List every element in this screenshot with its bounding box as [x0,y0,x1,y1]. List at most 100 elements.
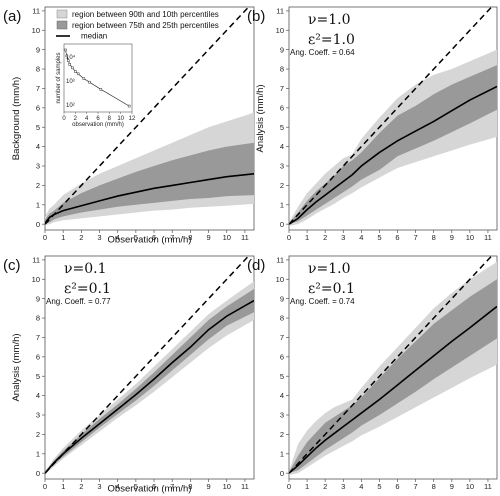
inset-chart: 0 2 4 6 8 10 12 10⁴ 10³ 10² number of samples obser… [56,43,136,128]
inset-x-tick-label: 12 [129,116,136,122]
x-tick-label: 7 [170,482,174,491]
x-tick-label: 3 [341,233,345,242]
legend-label-outer: region between 90th and 10th percentiles [72,10,219,19]
panel-2: 0 1 2 3 4 5 6 7 8 9 10 11 0 1 2 3 4 5 6 7 8 9 10 11 (c) Analysis … [3,255,255,495]
inset-x-tick-label: 8 [108,116,112,122]
inset-point [74,70,77,73]
y-axis-title: Analysis (mm/h) [11,333,22,401]
x-tick-label: 3 [97,233,101,242]
y-tick-label: 1 [280,200,284,209]
y-tick-label: 11 [276,255,284,264]
x-tick-label: 2 [79,482,83,491]
x-tick-label: 5 [377,233,381,242]
inset-y-axis-title: number of samples [56,52,62,103]
angular-coefficient: Ang. Coeff. = 0.64 [290,48,355,57]
x-axis-title: Observation (mm/h) [108,484,192,495]
y-tick-label: 4 [280,142,284,151]
y-tick-label: 8 [36,314,40,323]
y-tick-label: 6 [280,103,284,112]
y-tick-label: 2 [36,430,40,439]
panel-label: (c) [3,257,21,274]
inset-point [82,77,86,80]
panel-3: 0 1 2 3 4 5 6 7 8 9 10 11 0 1 2 3 4 5 6 7 8 9 10 11 (d) ν=1.0 ε²=0… [247,255,498,491]
y-tick-label: 9 [280,45,284,54]
y-tick-label: 0 [36,469,40,478]
y-tick-label: 5 [280,372,284,381]
inset-point [64,48,67,52]
y-tick-label: 10 [276,275,284,284]
x-tick-label: 0 [287,233,291,242]
inset-x-tick-label: 4 [85,116,89,122]
x-tick-label: 1 [305,482,309,491]
x-tick-label: 7 [170,233,174,242]
x-tick-label: 8 [188,233,192,242]
y-tick-label: 6 [36,352,40,361]
band-75-25 [289,279,497,474]
x-tick-label: 8 [432,482,436,491]
x-tick-label: 1 [61,233,65,242]
diagonal-line [45,256,250,474]
y-tick-label: 7 [36,333,40,342]
inset-point [76,72,80,76]
angular-coefficient: Ang. Coeff. = 0.74 [290,297,355,306]
inset-point [67,59,70,62]
diagonal-line [289,256,493,474]
inset-y-tick-label: 10⁴ [66,54,76,61]
x-tick-label: 10 [223,233,231,242]
inset-point [71,66,74,70]
inset-y-tick-label: 10³ [66,79,75,85]
panel-1: 0 1 2 3 4 5 6 7 8 9 10 11 0 1 2 3 4 5 6 7 8 9 10 11 (b) Analysis … [247,6,498,242]
x-tick-label: 5 [134,482,138,491]
y-tick-label: 5 [280,123,284,132]
y-tick-label: 3 [280,162,284,171]
inset-x-tick-label: 2 [74,116,78,122]
x-tick-label: 6 [152,233,156,242]
y-tick-label: 10 [32,275,40,284]
x-tick-label: 11 [484,482,492,491]
x-tick-label: 5 [377,482,381,491]
legend-label-inner: region between 75th and 25th percentiles [72,21,219,30]
y-tick-label: 2 [280,430,284,439]
x-axis-title: Observation (mm/h) [108,235,192,246]
x-tick-label: 0 [287,482,291,491]
inset-x-tick-label: 6 [96,116,100,122]
y-tick-label: 4 [280,391,284,400]
x-tick-label: 9 [450,482,454,491]
legend: region between 90th and 10th percentiles… [56,9,219,41]
y-tick-label: 0 [36,220,40,229]
y-tick-label: 11 [276,6,284,15]
y-tick-label: 4 [36,391,40,400]
x-tick-label: 7 [414,233,418,242]
y-tick-label: 6 [36,103,40,112]
median-line [289,305,497,474]
x-tick-label: 11 [241,233,249,242]
panel-label: (a) [3,8,21,25]
median-line [45,299,254,474]
x-tick-label: 0 [43,482,47,491]
y-axis-title: Background (mm/h) [11,77,22,160]
y-tick-label: 3 [280,411,284,420]
y-tick-label: 9 [36,294,40,303]
parameter-label: ν=1.0 [308,12,351,28]
y-tick-label: 7 [36,84,40,93]
y-tick-label: 5 [36,123,40,132]
y-tick-label: 7 [280,84,284,93]
legend-swatch-outer [56,9,68,19]
parameter-label: ε²=1.0 [308,32,355,48]
plot-area [289,7,497,227]
x-tick-label: 9 [206,233,210,242]
angular-coefficient: Ang. Coeff. = 0.77 [46,297,111,306]
y-tick-label: 11 [32,255,40,264]
x-tick-label: 3 [341,482,345,491]
y-tick-label: 3 [36,162,40,171]
x-tick-label: 11 [484,233,492,242]
inset-point [99,88,103,91]
parameter-label: ν=0.1 [64,261,107,277]
x-tick-label: 9 [450,233,454,242]
x-tick-label: 4 [116,482,120,491]
plot-area [289,256,497,476]
y-tick-label: 2 [280,181,284,190]
y-tick-label: 8 [36,65,40,74]
inset-point [88,80,91,84]
